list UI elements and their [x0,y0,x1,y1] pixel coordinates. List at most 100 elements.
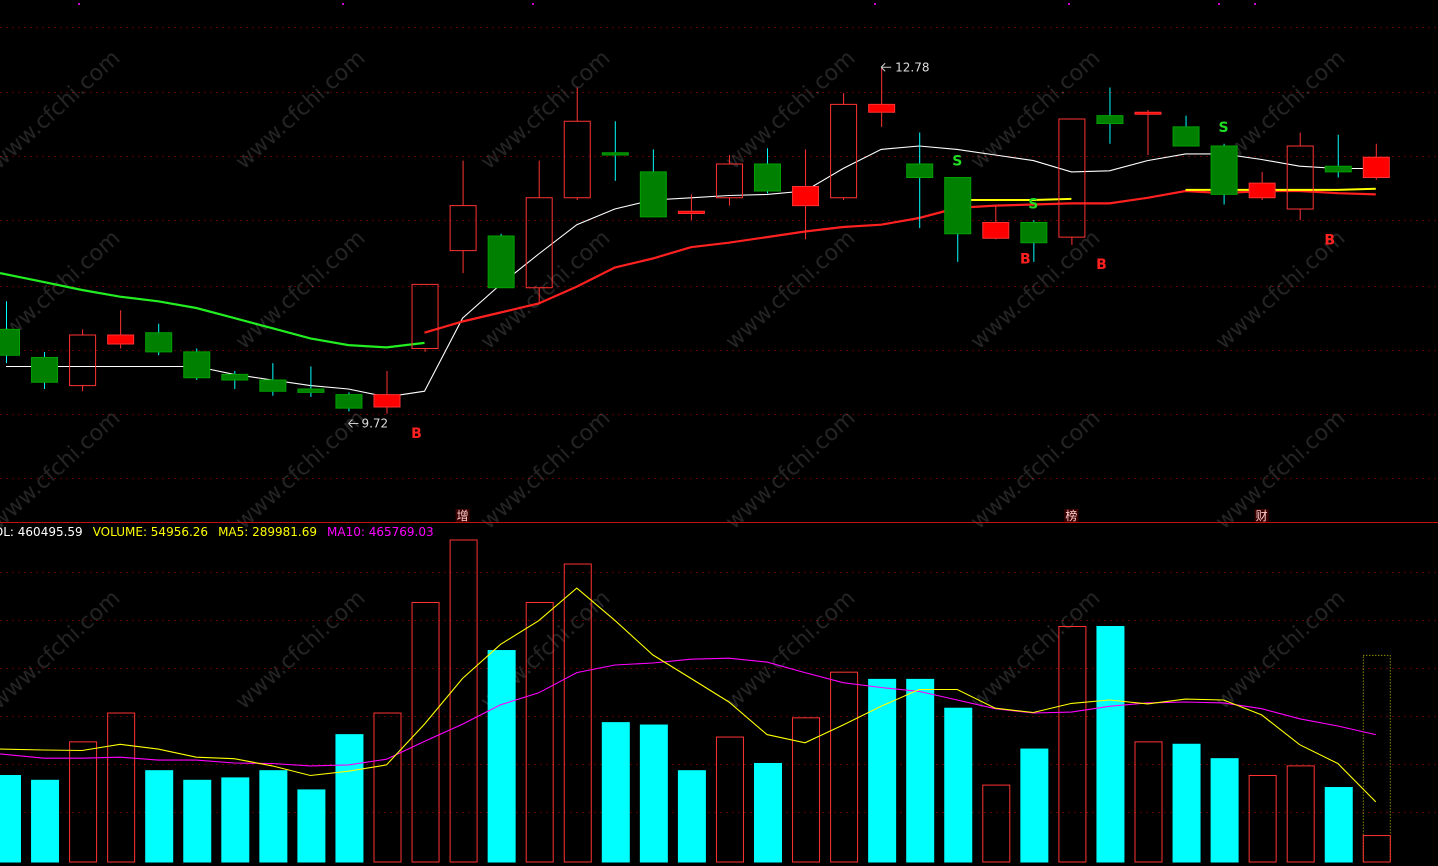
volume-bar-down [1172,743,1201,863]
volume-bar[interactable] [1134,741,1163,863]
volume-bar[interactable] [373,712,402,863]
volume-bar[interactable] [944,707,973,863]
volume-bar[interactable] [259,770,288,863]
volume-bar[interactable] [1324,787,1353,863]
candle-body-up [449,205,477,252]
candle[interactable] [525,160,553,304]
candle[interactable] [982,205,1010,240]
volume-bar[interactable] [792,717,821,863]
price-panel[interactable]: B S B S B S B [0,67,1390,442]
candle[interactable] [601,121,629,181]
volume-bar[interactable] [525,601,554,863]
volume-bar[interactable] [0,774,21,863]
candle-body-up [69,334,97,387]
candle[interactable] [259,363,287,396]
candle[interactable] [1134,110,1162,155]
volume-bar[interactable] [1172,743,1201,863]
candle[interactable] [107,310,135,349]
candle[interactable] [677,194,705,221]
volume-bar[interactable] [1286,765,1315,863]
candle[interactable] [792,149,820,240]
volume-bar-up [982,784,1011,863]
candle[interactable] [31,351,59,389]
event-marker-bg [1064,509,1079,522]
volume-bar[interactable] [183,779,212,863]
candle[interactable] [449,160,477,274]
top-ruler-dots [78,3,1256,5]
candle-body-down [259,379,287,392]
volume-bar-up [715,736,744,863]
candle[interactable] [183,348,211,381]
volume-bar[interactable] [906,678,935,863]
volume-bar[interactable] [31,779,60,863]
volume-bar[interactable] [601,722,630,863]
candle[interactable] [69,329,97,392]
volume-bar[interactable] [107,712,136,863]
candle[interactable] [411,283,439,352]
watermark-text: www.cfchi.com [0,46,125,175]
volume-bar[interactable] [1362,654,1391,863]
volume-bar[interactable] [1020,748,1049,863]
candle[interactable] [373,371,401,414]
candle[interactable] [715,155,743,206]
volume-bar[interactable] [221,777,250,863]
volume-bar[interactable] [145,770,174,863]
candle[interactable] [1286,132,1314,221]
volume-bar[interactable] [563,563,592,863]
candle[interactable] [1020,220,1048,262]
candle-body-down [944,177,972,235]
candle[interactable] [1172,115,1200,147]
candle[interactable] [0,301,20,364]
candle[interactable] [754,148,781,194]
volume-bar[interactable] [830,671,859,863]
volume-bar[interactable] [297,789,326,863]
candle[interactable] [563,87,591,201]
volume-bar[interactable] [335,734,364,863]
candle-body-down [1096,115,1124,124]
candle[interactable] [1096,87,1124,144]
candle[interactable] [297,366,325,397]
candle[interactable] [639,149,667,218]
volume-bar[interactable] [715,736,744,863]
candle[interactable] [1210,143,1238,205]
candle[interactable] [1324,134,1352,178]
candle[interactable] [1248,171,1276,200]
candle[interactable] [221,371,249,389]
candle[interactable] [487,233,515,289]
candle[interactable] [830,93,858,200]
volume-panel[interactable] [0,539,1391,863]
candle-body-down [183,351,211,379]
watermark-text: www.cfchi.com [1211,406,1350,535]
volume-bar-up [1058,626,1087,863]
candle-body-down [145,332,173,353]
volume-bar[interactable] [982,784,1011,863]
event-marker-1[interactable]: 榜 [1065,508,1077,523]
volume-bar[interactable] [449,539,478,863]
candle[interactable] [145,323,173,356]
volume-bar[interactable] [868,678,897,863]
volume-bar[interactable] [754,762,782,863]
event-marker-2[interactable]: 财 [1256,509,1268,523]
volume-bar[interactable] [69,741,98,863]
candle-body-up [525,197,553,289]
volume-bar[interactable] [411,601,440,863]
volume-bar[interactable] [1248,774,1277,863]
candle[interactable] [868,67,896,127]
volume-bar-down [639,724,668,863]
candle[interactable] [906,132,934,229]
volume-bar[interactable] [1058,626,1087,863]
volume-bar[interactable] [639,724,668,863]
watermark-text: www.cfchi.com [966,586,1105,715]
volume-bar[interactable] [487,650,516,863]
volume-bar-down [754,762,782,863]
event-marker-0[interactable]: 增 [457,509,469,523]
volume-bar[interactable] [1096,626,1125,863]
volume-bar[interactable] [1210,758,1239,863]
candle[interactable] [1362,143,1390,180]
volume-bar[interactable] [677,770,706,863]
candle[interactable] [1058,118,1086,245]
candle[interactable] [335,392,363,412]
candle-body-up [982,222,1010,239]
candle[interactable] [944,177,972,262]
